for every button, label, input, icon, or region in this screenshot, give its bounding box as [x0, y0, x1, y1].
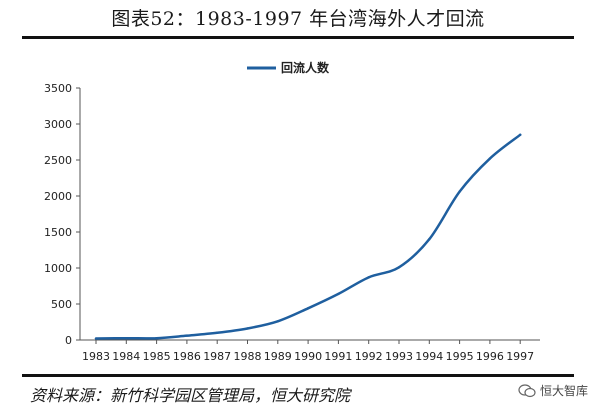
x-tick-label: 1988 [234, 350, 262, 363]
line-chart: 0 500 1000 1500 2000 2500 3000 3500 1983 1984 1985… [44, 60, 540, 363]
x-tick-label: 1997 [506, 350, 534, 363]
x-tick-label: 1987 [203, 350, 231, 363]
y-tick-label: 0 [65, 334, 72, 347]
x-tick-label: 1983 [82, 350, 110, 363]
data-point [337, 292, 340, 296]
x-tick-label: 1994 [415, 350, 443, 363]
watermark-label: 恒大智库 [539, 384, 588, 398]
watermark: 恒大智库 [518, 382, 588, 399]
x-tick-label: 1996 [476, 350, 504, 363]
data-point [94, 337, 98, 340]
data-point [276, 320, 279, 323]
data-point [246, 327, 249, 330]
bottom-rule [22, 374, 574, 377]
data-point [185, 334, 189, 337]
y-tick-label: 2500 [44, 154, 72, 167]
series-layer [94, 133, 522, 340]
legend: 回流人数 [247, 60, 330, 75]
x-tick-label: 1992 [355, 350, 383, 363]
data-point [155, 337, 158, 340]
y-tick-label: 2000 [44, 190, 72, 203]
y-tick-label: 500 [51, 298, 72, 311]
x-tick-label: 1995 [446, 350, 474, 363]
y-tick-label: 3500 [44, 82, 72, 95]
top-rule [22, 36, 574, 39]
x-tick-label: 1984 [112, 350, 140, 363]
data-point [306, 307, 310, 310]
data-point [216, 331, 219, 334]
chart-title: 图表52：1983-1997 年台湾海外人才回流 [111, 8, 485, 30]
data-point [428, 238, 431, 241]
legend-label: 回流人数 [281, 60, 330, 75]
x-tick-label: 1991 [324, 350, 352, 363]
data-point [488, 157, 492, 160]
x-tick-label: 1990 [294, 350, 322, 363]
y-tick-label: 3000 [44, 118, 72, 131]
data-point [458, 190, 461, 193]
x-tick-label: 1986 [173, 350, 201, 363]
data-point [125, 337, 128, 340]
data-point [519, 133, 522, 136]
y-tick-label: 1000 [44, 262, 72, 275]
data-point [367, 276, 370, 279]
x-tick-label: 1985 [143, 350, 171, 363]
x-tick-label: 1993 [385, 350, 413, 363]
source-note: 资料来源：新竹科学园区管理局，恒大研究院 [30, 386, 351, 405]
data-point [397, 266, 401, 269]
wechat-icon [518, 383, 536, 397]
axes-layer: 0 500 1000 1500 2000 2500 3000 3500 1983 1984 1985… [44, 82, 540, 363]
x-tick-label: 1989 [264, 350, 292, 363]
y-tick-label: 1500 [44, 226, 72, 239]
